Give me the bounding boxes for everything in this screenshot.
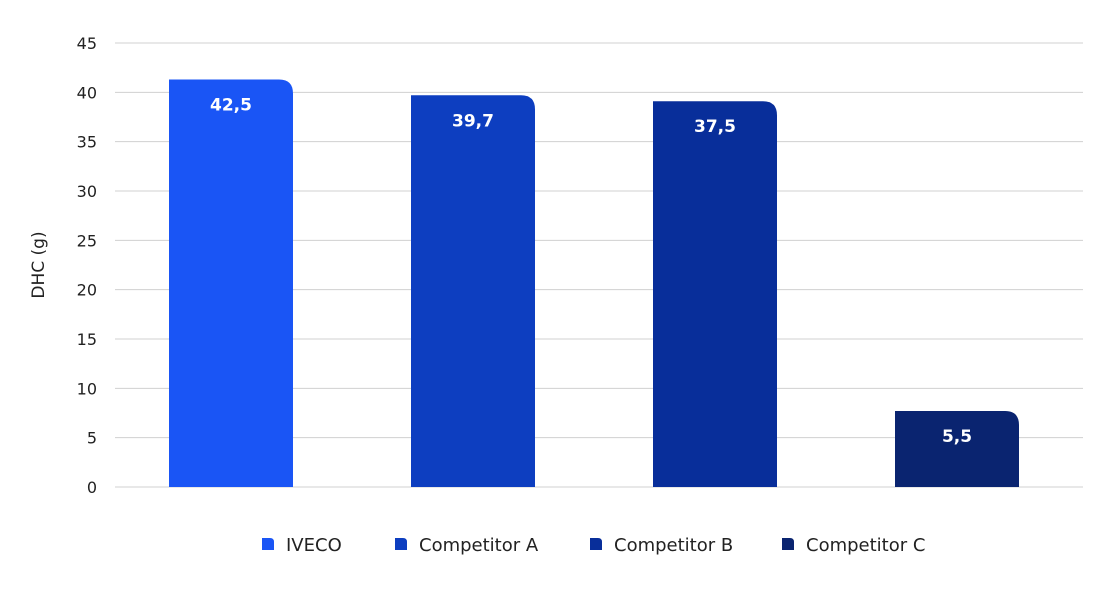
y-tick-label: 5 [87,429,97,448]
legend-label: IVECO [286,535,342,556]
y-tick-label: 15 [77,330,97,349]
data-label: 37,5 [694,117,736,137]
legend-label: Competitor C [806,535,925,556]
legend: IVECO Competitor A Competitor B Competitor … [262,535,925,556]
y-tick-label: 45 [77,34,97,53]
data-label: 5,5 [942,427,972,447]
y-tick-label: 35 [77,133,97,152]
bars [169,79,1019,488]
y-tick-label: 25 [77,231,97,250]
y-axis-title: DHC (g) [29,231,49,298]
y-tick-label: 10 [77,379,97,398]
bar-competitor-c [895,411,1019,487]
legend-swatch [590,538,602,550]
data-label: 42,5 [210,96,252,116]
data-labels: 42,5 39,7 37,5 5,5 [210,96,972,448]
y-tick-label: 20 [77,281,97,300]
y-tick-label: 30 [77,182,97,201]
bar-competitor-b [653,101,777,488]
y-axis-ticks: 0 5 10 15 20 25 30 35 40 45 [77,34,97,497]
legend-swatch [782,538,794,550]
y-tick-label: 0 [87,478,97,497]
bar-iveco [169,79,293,488]
y-tick-label: 40 [77,83,97,102]
bar-competitor-a [411,95,535,487]
legend-label: Competitor A [419,535,539,556]
legend-swatch [395,538,407,550]
legend-label: Competitor B [614,535,733,556]
data-label: 39,7 [452,111,494,131]
legend-swatch [262,538,274,550]
